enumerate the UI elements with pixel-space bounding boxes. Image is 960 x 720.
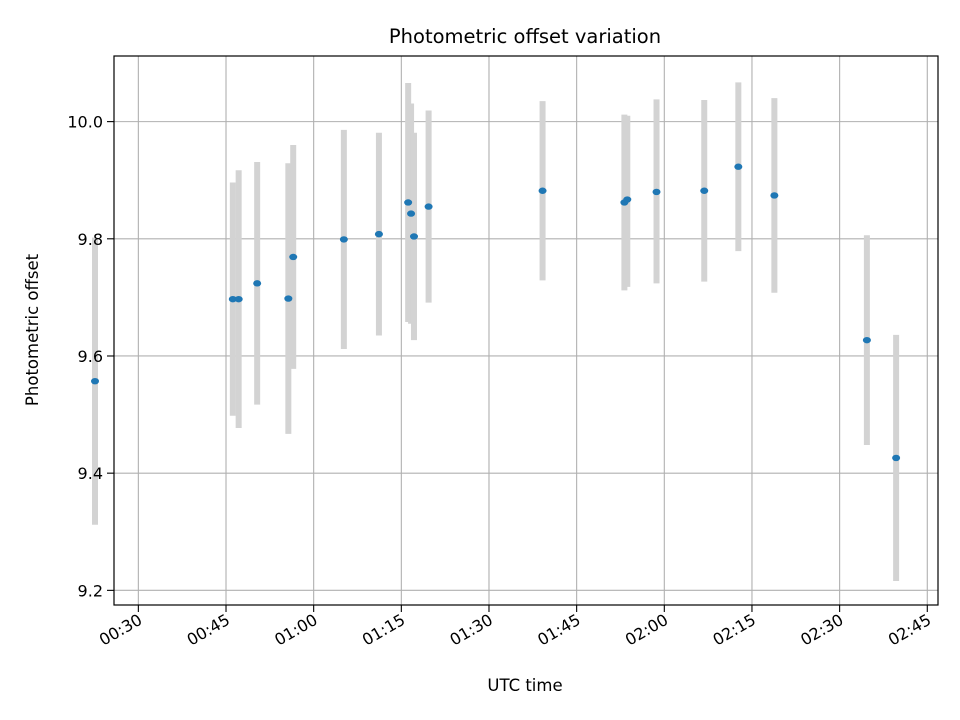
data-point [284, 295, 293, 302]
y-tick-label: 9.2 [78, 581, 103, 600]
data-point [862, 336, 871, 344]
data-point [289, 253, 298, 261]
data-point [700, 187, 709, 194]
data-point [538, 187, 547, 194]
data-point [409, 233, 418, 240]
data-point [374, 230, 383, 238]
data-point [253, 280, 262, 287]
data-point [623, 196, 632, 203]
grid-lines [114, 56, 938, 605]
plot-area [114, 56, 938, 605]
data-point [770, 192, 779, 199]
y-tick-label: 9.8 [78, 230, 103, 249]
data-point [228, 295, 237, 303]
data-points [91, 163, 901, 462]
y-tick-label: 9.6 [78, 347, 103, 366]
data-point [424, 203, 433, 210]
data-point [892, 454, 901, 462]
data-point [234, 295, 243, 303]
data-point [652, 188, 661, 196]
y-tick-label: 9.4 [78, 464, 103, 483]
plot-frame [113, 55, 939, 606]
data-point [734, 163, 743, 170]
data-point [339, 236, 348, 243]
y-axis-title: Photometric offset [23, 253, 42, 406]
y-tick-label: 10.0 [67, 113, 103, 132]
chart-title: Photometric offset variation [389, 25, 661, 48]
data-point [404, 199, 413, 206]
x-axis-title: UTC time [487, 676, 562, 695]
data-point [407, 210, 416, 217]
data-point [91, 377, 100, 385]
y-axis-ticks: 9.2 9.4 9.6 9.8 10.0 [67, 113, 114, 600]
